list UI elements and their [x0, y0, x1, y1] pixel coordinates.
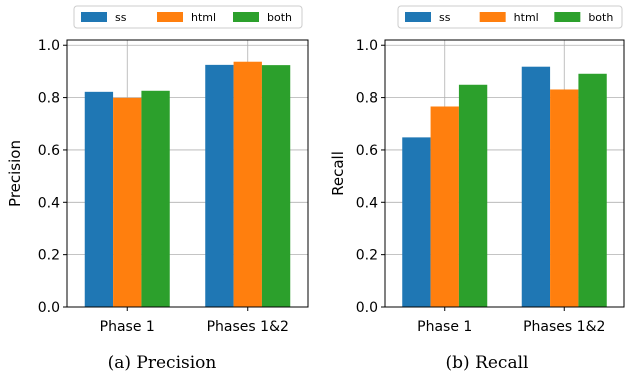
axes-frame — [384, 39, 625, 308]
y-tick-label: 0.2 — [356, 248, 378, 264]
x-tick-label: Phase 1 — [417, 319, 472, 335]
legend-swatch-ss — [81, 12, 107, 22]
legend-box — [73, 5, 303, 29]
y-tick-label: 1.0 — [356, 38, 378, 54]
legend-label-both: both — [588, 11, 613, 24]
y-tick-label: 0.8 — [38, 91, 60, 107]
legend-label-html: html — [514, 11, 539, 24]
legend: ss html both — [73, 5, 303, 29]
y-tick-label: 0.6 — [38, 143, 60, 159]
bar-html-2 — [550, 89, 579, 307]
y-tick-label: 0.0 — [38, 300, 60, 316]
bar-ss-1 — [402, 137, 431, 307]
y-tick-label: 0.6 — [356, 143, 378, 159]
bar-html-1 — [430, 106, 459, 307]
legend-label-html: html — [191, 11, 216, 24]
legend-label-both: both — [267, 11, 292, 24]
legend-box — [397, 5, 623, 29]
axes-frame — [66, 39, 309, 308]
x-tick-label: Phases 1&2 — [207, 319, 289, 335]
y-tick-label: 0.4 — [356, 195, 378, 211]
legend-swatch-html — [479, 12, 506, 22]
y-tick-label: 0.8 — [356, 91, 378, 107]
bar-both-2 — [578, 73, 607, 308]
y-tick-label: 0.2 — [38, 248, 60, 264]
legend-label-ss: ss — [439, 11, 451, 24]
legend-swatch-ss — [405, 12, 431, 22]
chart-panel-2: 0.0 0.2 0.4 0.6 0.8 1.0 Phase 1 Phases 1&2 Recal… — [329, 5, 625, 373]
x-tick-label: Phases 1&2 — [523, 319, 605, 335]
y-axis-label: Recall — [329, 151, 347, 196]
bar-both-1 — [141, 90, 170, 308]
bar-html-2 — [233, 61, 262, 307]
legend-label-ss: ss — [115, 11, 127, 24]
bar-both-2 — [261, 65, 291, 307]
y-tick-label: 0.0 — [356, 300, 378, 316]
bar-ss-2 — [521, 66, 551, 307]
legend: ss html both — [397, 5, 623, 29]
panel-caption: (b) Recall — [446, 353, 529, 373]
panel-caption: (a) Precision — [108, 353, 217, 373]
legend-swatch-both — [233, 12, 259, 22]
legend-swatch-html — [157, 12, 183, 22]
legend-swatch-both — [554, 12, 581, 22]
bar-ss-2 — [205, 64, 234, 307]
bar-both-1 — [458, 84, 488, 307]
y-tick-label: 1.0 — [38, 38, 60, 54]
bar-ss-1 — [84, 91, 114, 308]
y-tick-label: 0.4 — [38, 195, 60, 211]
bar-html-1 — [113, 97, 142, 307]
y-axis-label: Precision — [6, 140, 24, 207]
x-tick-label: Phase 1 — [100, 319, 155, 335]
chart-panel-1: 0.0 0.2 0.4 0.6 0.8 1.0 Phase 1 Phases 1&2 Preci… — [6, 5, 309, 373]
